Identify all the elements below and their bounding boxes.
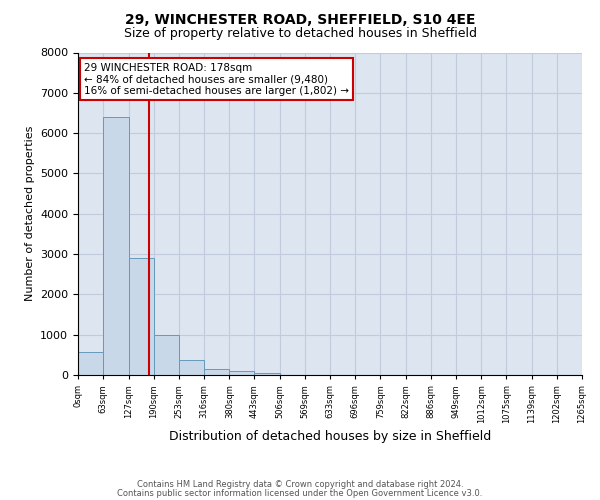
Bar <box>204 368 229 375</box>
Bar <box>179 360 204 375</box>
Bar <box>154 334 179 375</box>
X-axis label: Distribution of detached houses by size in Sheffield: Distribution of detached houses by size … <box>169 430 491 443</box>
Y-axis label: Number of detached properties: Number of detached properties <box>25 126 35 302</box>
Text: Size of property relative to detached houses in Sheffield: Size of property relative to detached ho… <box>124 28 476 40</box>
Text: Contains public sector information licensed under the Open Government Licence v3: Contains public sector information licen… <box>118 488 482 498</box>
Bar <box>103 117 128 375</box>
Text: 29 WINCHESTER ROAD: 178sqm
← 84% of detached houses are smaller (9,480)
16% of s: 29 WINCHESTER ROAD: 178sqm ← 84% of deta… <box>84 62 349 96</box>
Text: Contains HM Land Registry data © Crown copyright and database right 2024.: Contains HM Land Registry data © Crown c… <box>137 480 463 489</box>
Bar <box>229 371 254 375</box>
Text: 29, WINCHESTER ROAD, SHEFFIELD, S10 4EE: 29, WINCHESTER ROAD, SHEFFIELD, S10 4EE <box>125 12 475 26</box>
Bar <box>254 373 280 375</box>
Bar <box>78 352 103 375</box>
Bar <box>128 258 154 375</box>
